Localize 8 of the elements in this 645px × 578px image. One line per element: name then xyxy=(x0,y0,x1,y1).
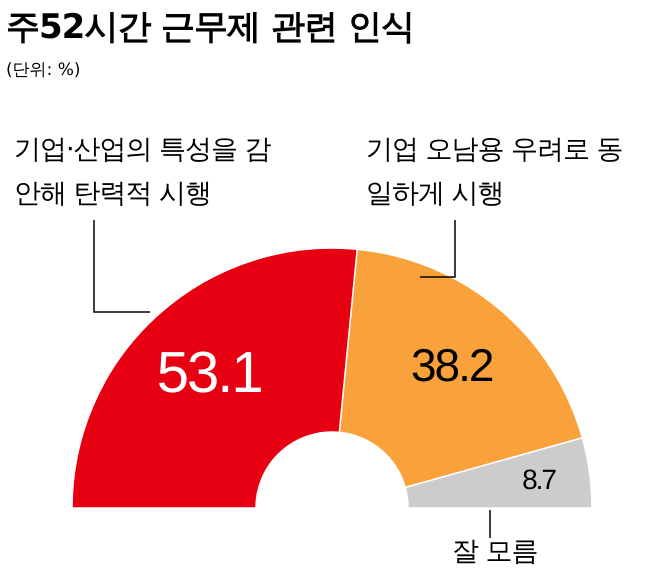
data-label: 53.1 xyxy=(156,340,262,406)
data-label: 8.7 xyxy=(522,464,556,496)
chart-title: 주52시간 근무제 관련 인식 xyxy=(6,6,414,49)
slice-label: 기업·산업의 특성을 감안해 탄력적 시행 xyxy=(14,133,272,211)
slice-label: 잘 모름 xyxy=(452,535,539,569)
data-label: 38.2 xyxy=(410,339,493,392)
chart-subtitle: (단위: %) xyxy=(6,59,81,81)
slice-label: 기업 오남용 우려로 동일하게 시행 xyxy=(366,133,624,211)
